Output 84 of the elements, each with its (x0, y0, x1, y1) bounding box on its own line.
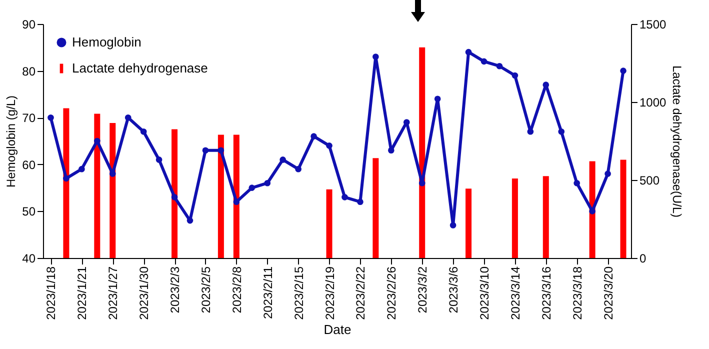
point (186, 217, 194, 224)
x-tick-label: 2023/2/26 (384, 266, 399, 320)
point (542, 82, 550, 88)
y-tick-label: 50 (22, 204, 36, 219)
point (620, 68, 626, 74)
point (171, 194, 178, 200)
point (48, 114, 54, 121)
y-tick-label: 40 (22, 252, 36, 266)
point (109, 170, 116, 177)
x-axis-title: Date (324, 322, 352, 337)
point (418, 180, 426, 186)
x-tick-label: 2023/2/19 (322, 266, 337, 320)
point (465, 48, 472, 56)
x-tick-label: 2023/1/30 (137, 266, 152, 320)
bar (372, 158, 379, 258)
point (342, 194, 348, 200)
point (403, 119, 410, 126)
x-tick-label: 2023/2/3 (168, 266, 182, 314)
point (527, 128, 534, 135)
bar (218, 134, 224, 258)
point (140, 128, 147, 135)
point (248, 184, 256, 191)
y2-tick-label: 1500 (640, 18, 667, 32)
x-tick-label: 2023/2/8 (230, 266, 244, 314)
bar (542, 176, 549, 258)
x-tick-label: 2023/1/21 (75, 266, 90, 320)
point (604, 170, 611, 177)
point (574, 180, 580, 186)
point (310, 133, 317, 140)
x-tick-label: 2023/3/14 (508, 266, 522, 320)
point (233, 198, 240, 205)
bar (466, 188, 472, 258)
y2-tick-label: 1000 (640, 96, 667, 110)
x-tick-label: 2023/2/11 (260, 266, 275, 319)
bar (620, 160, 626, 258)
y-tick-label: 90 (22, 18, 36, 32)
point (357, 198, 364, 205)
point (63, 175, 70, 182)
point (202, 147, 209, 154)
y-axis-title: Hemoglobin (g/L) (4, 95, 18, 188)
point (434, 96, 441, 102)
point (78, 166, 85, 172)
bar (589, 161, 596, 258)
x-tick-label: 2023/2/15 (292, 266, 306, 320)
y-tick-label: 60 (22, 158, 36, 172)
bar (63, 108, 70, 258)
x-tick-label: 2023/3/10 (478, 266, 492, 320)
x-tick-label: 2023/3/2 (416, 266, 430, 314)
point (326, 142, 332, 149)
bar (94, 114, 100, 258)
x-tick-label: 2023/3/18 (570, 266, 584, 320)
point (388, 147, 394, 154)
legend-label: Hemoglobin (72, 34, 142, 50)
y-tick-label: 80 (22, 64, 36, 78)
point (264, 180, 271, 186)
x-tick-label: 2023/3/6 (446, 266, 461, 314)
point (280, 156, 286, 163)
point (512, 72, 518, 79)
x-tick-label: 2023/1/27 (106, 266, 120, 320)
bar (419, 47, 426, 258)
y2-tick-label: 0 (640, 252, 646, 266)
x-tick-label: 2023/3/16 (539, 266, 554, 320)
bar (326, 189, 332, 258)
legend-label: Lactate dehydrogenase (72, 60, 208, 76)
point (372, 54, 379, 60)
point (450, 222, 456, 228)
x-tick-label: 2023/1/18 (44, 266, 58, 320)
point (496, 62, 503, 70)
x-tick-label: 2023/2/22 (354, 266, 368, 320)
x-tick-label: 2023/3/20 (601, 266, 616, 320)
point (480, 58, 488, 65)
bar (512, 178, 518, 258)
point (156, 156, 162, 163)
point (558, 128, 565, 135)
bar (110, 123, 116, 258)
bar (233, 134, 240, 258)
point (124, 114, 132, 121)
point (218, 147, 224, 154)
y-tick-label: 70 (22, 111, 36, 126)
bar (172, 129, 178, 258)
x-tick-label: 2023/2/5 (198, 266, 213, 314)
point (295, 166, 302, 172)
y2-tick-label: 500 (640, 174, 660, 188)
y2-axis-title: Lactate dehydrogenase(U/L) (670, 65, 684, 218)
